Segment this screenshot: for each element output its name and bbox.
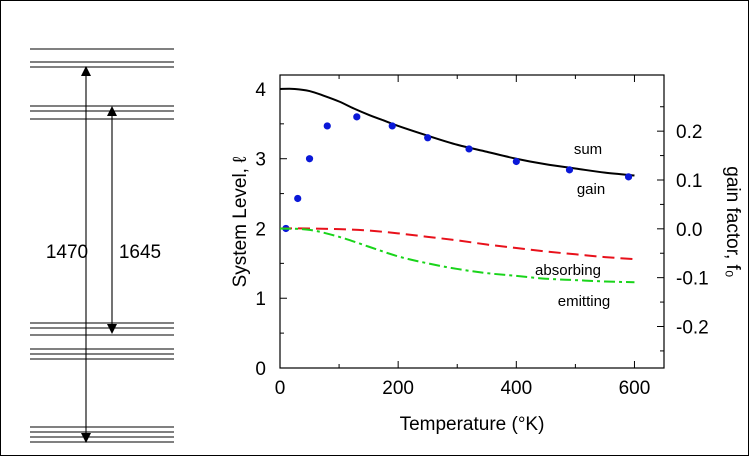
series-group xyxy=(279,87,635,284)
data-point-gain xyxy=(294,194,302,203)
y-tick-label: 0 xyxy=(255,359,266,380)
series-label-sum: sum xyxy=(574,141,602,158)
series-line-emitting xyxy=(279,227,635,284)
transition-arrow-1470-head-down xyxy=(81,433,91,443)
y-axis-title-left: System Level, ℓ xyxy=(230,157,251,288)
series-line-sum xyxy=(279,87,635,177)
transition-arrow-1645-head-up xyxy=(107,106,117,116)
y-tick-label: 4 xyxy=(255,80,266,101)
series-label-gain: gain xyxy=(577,181,605,198)
transition-arrow-1470-head-up xyxy=(81,66,91,76)
y-right-tick-label: -0.2 xyxy=(676,317,709,338)
data-point-gain xyxy=(353,113,361,121)
data-point-gain xyxy=(624,173,633,181)
data-point-gain xyxy=(388,122,396,130)
temperature-plot: 0 200 400 600 0 1 2 3 4 -0.2 -0.1 0.0 0.1 0.2 xyxy=(255,74,709,399)
series-label-emitting: emitting xyxy=(558,293,611,310)
x-tick-label: 400 xyxy=(500,378,532,399)
transition-label-1645: 1645 xyxy=(119,242,161,263)
x-tick-label: 0 xyxy=(275,378,286,399)
plot-area-frame xyxy=(279,74,665,369)
x-axis-title: Temperature (°K) xyxy=(400,414,545,435)
y-right-tick-label: 0.0 xyxy=(676,220,702,241)
tick-labels: 0 200 400 600 0 1 2 3 4 -0.2 -0.1 0.0 0.1 0.2 xyxy=(255,80,708,399)
y-right-tick-label: 0.1 xyxy=(676,171,702,192)
data-point-gain xyxy=(465,145,473,153)
x-tick-label: 200 xyxy=(382,378,414,399)
data-point-gain xyxy=(565,166,574,174)
y-tick-label: 1 xyxy=(255,289,266,310)
y-axis-title-right: gain factor, f₀ xyxy=(722,166,743,277)
data-point-gain xyxy=(512,157,520,166)
axis-ticks xyxy=(279,75,664,369)
y-tick-label: 2 xyxy=(255,219,266,240)
series-line-absorbing xyxy=(279,227,635,261)
y-right-tick-label: -0.1 xyxy=(676,269,709,290)
x-tick-label: 600 xyxy=(619,378,651,399)
transition-label-1470: 1470 xyxy=(46,242,88,263)
y-tick-label: 3 xyxy=(255,150,266,171)
data-point-gain xyxy=(323,122,331,130)
energy-level-diagram xyxy=(30,48,174,443)
data-point-gain xyxy=(305,155,314,163)
data-point-gain xyxy=(424,134,432,142)
series-label-absorbing: absorbing xyxy=(535,262,601,279)
transition-arrow-1645-head-down xyxy=(107,324,117,334)
y-right-tick-label: 0.2 xyxy=(676,122,702,143)
